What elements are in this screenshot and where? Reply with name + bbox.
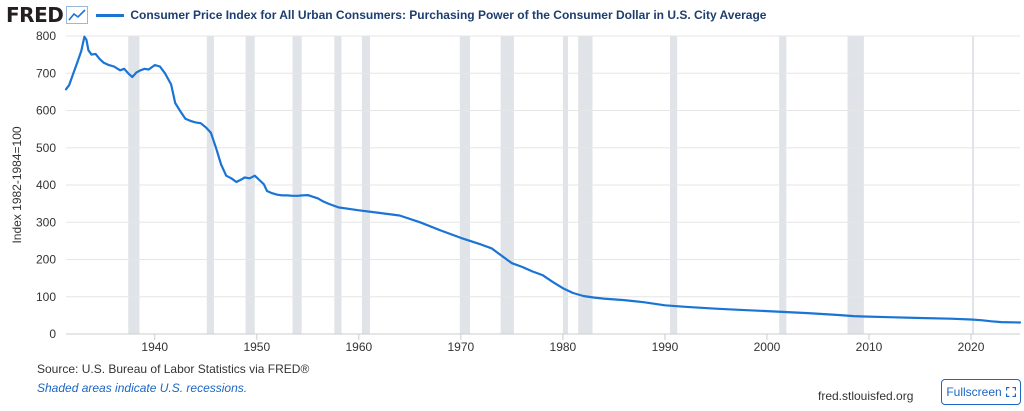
series-lines: [64, 35, 1022, 324]
recession-note: Shaded areas indicate U.S. recessions.: [37, 381, 248, 395]
trend-chart-icon: [66, 6, 89, 24]
y-tick-label-700: 700: [36, 66, 56, 80]
y-tick-label-500: 500: [36, 141, 56, 155]
y-tick-label-200: 200: [36, 253, 56, 267]
x-tick-label-2000: 2000: [754, 340, 781, 354]
site-url[interactable]: fred.stlouisfed.org: [818, 389, 914, 403]
x-tick-label-1950: 1950: [243, 340, 270, 354]
x-axis-ticks: 1940 1950 1960 1970 1980 1990 2000 2010 2020: [141, 334, 985, 354]
chart-title: Consumer Price Index for All Urban Consu…: [130, 8, 767, 22]
x-tick-label-1960: 1960: [345, 340, 372, 354]
x-tick-label-1970: 1970: [448, 340, 475, 354]
y-tick-label-400: 400: [36, 178, 56, 192]
chart-header: FRED Consumer Price Index for All Urban …: [6, 3, 766, 27]
x-tick-label-1980: 1980: [550, 340, 577, 354]
y-axis-label: Index 1982-1984=100: [10, 126, 24, 243]
y-tick-label-800: 800: [36, 29, 56, 43]
x-tick-label-2020: 2020: [958, 340, 985, 354]
fred-logo[interactable]: FRED: [6, 3, 64, 27]
y-tick-label-0: 0: [49, 327, 56, 341]
fullscreen-button[interactable]: Fullscreen: [941, 379, 1021, 405]
y-axis-ticks: 0 100 200 300 400 500 600 700 800: [36, 29, 56, 341]
fullscreen-label: Fullscreen: [946, 385, 1002, 399]
y-tick-label-300: 300: [36, 215, 56, 229]
source-text: Source: U.S. Bureau of Labor Statistics …: [37, 362, 310, 376]
series-line-0[interactable]: [64, 35, 1022, 324]
x-tick-label-1990: 1990: [652, 340, 679, 354]
expand-icon: [1005, 387, 1016, 397]
x-tick-label-1940: 1940: [141, 340, 168, 354]
y-tick-label-100: 100: [36, 290, 56, 304]
grid-lines: [66, 35, 1020, 335]
x-tick-label-2010: 2010: [856, 340, 883, 354]
y-tick-label-600: 600: [36, 104, 56, 118]
series-legend-line: [96, 13, 125, 17]
